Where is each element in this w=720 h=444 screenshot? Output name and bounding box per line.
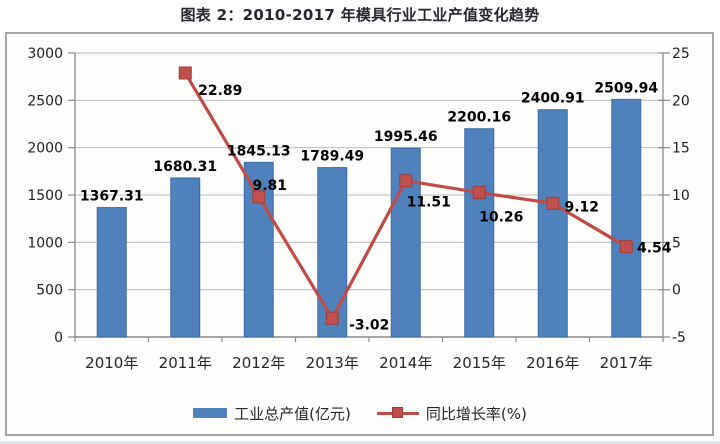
legend-label-line-series: 同比增长率(%) (425, 404, 527, 423)
bar-value-label: 1845.13 (227, 143, 291, 159)
bar-2010年 (96, 207, 127, 338)
line-series-swatch-icon (376, 407, 419, 419)
bar-value-label: 2400.91 (521, 91, 585, 107)
line-value-label: 11.51 (407, 195, 451, 211)
x-axis-category-label: 2010年 (85, 354, 138, 372)
x-axis-category-label: 2013年 (306, 354, 359, 372)
page-bottom-strip (0, 441, 720, 444)
bar-value-label: 1995.46 (374, 129, 438, 145)
left-axis-tick-label: 500 (36, 283, 63, 299)
legend-item-bar-series: 工业总产值(亿元) (193, 403, 351, 424)
x-axis-category-label: 2014年 (379, 354, 432, 372)
left-axis-tick-label: 2500 (27, 93, 63, 109)
right-axis-tick-label: 5 (672, 235, 681, 251)
bar-value-label: 1367.31 (80, 189, 144, 205)
bar-2015年 (464, 128, 495, 338)
left-axis-tick-label: 1000 (27, 235, 63, 251)
right-axis-tick-label: -5 (672, 330, 686, 346)
right-axis-tick-label: 15 (672, 141, 690, 157)
bar-series-swatch-icon (193, 408, 228, 418)
bar-2017年 (611, 98, 642, 338)
bar-value-label: 2200.16 (447, 110, 511, 126)
left-axis-tick-label: 3000 (27, 46, 63, 62)
legend: 工业总产值(亿元) 同比增长率(%) (0, 400, 720, 426)
line-swatch-marker (391, 407, 403, 418)
line-marker-2014年 (399, 174, 413, 188)
line-marker-2011年 (178, 66, 192, 80)
bar-value-label: 2509.94 (594, 80, 658, 96)
line-marker-2017年 (619, 240, 633, 254)
line-value-label: 9.81 (252, 178, 287, 194)
legend-item-line-series: 同比增长率(%) (376, 403, 527, 424)
line-marker-2013年 (325, 311, 339, 325)
line-marker-2012年 (252, 190, 266, 204)
x-axis-category-label: 2012年 (232, 354, 285, 372)
line-marker-2015年 (472, 186, 486, 200)
line-value-label: 10.26 (479, 210, 523, 226)
bar-2011年 (170, 177, 201, 338)
chart-title: 图表 2：2010-2017 年模具行业工业产值变化趋势 (180, 6, 540, 24)
x-axis-category-label: 2017年 (600, 354, 653, 372)
line-value-label: 4.54 (637, 241, 672, 257)
right-axis-tick-label: 25 (672, 46, 690, 62)
right-axis-tick-label: 20 (672, 93, 690, 109)
x-axis-category-label: 2011年 (159, 354, 212, 372)
bar-value-label: 1680.31 (153, 159, 217, 175)
x-axis-category-label: 2016年 (526, 354, 579, 372)
line-marker-2016年 (546, 196, 560, 210)
line-value-label: 9.12 (564, 199, 599, 215)
line-value-label: 22.89 (198, 83, 242, 99)
bar-2016年 (537, 109, 568, 338)
line-value-label: -3.02 (349, 317, 389, 333)
x-axis-category-label: 2015年 (453, 354, 506, 372)
right-axis-tick-label: 10 (672, 188, 690, 204)
left-axis-tick-label: 2000 (27, 141, 63, 157)
legend-label-bar-series: 工业总产值(亿元) (234, 404, 351, 423)
bar-2013年 (317, 167, 348, 338)
right-axis-tick-label: 0 (672, 283, 681, 299)
bar-value-label: 1789.49 (300, 149, 364, 165)
left-axis-tick-label: 0 (54, 330, 63, 346)
left-axis-tick-label: 1500 (27, 188, 63, 204)
